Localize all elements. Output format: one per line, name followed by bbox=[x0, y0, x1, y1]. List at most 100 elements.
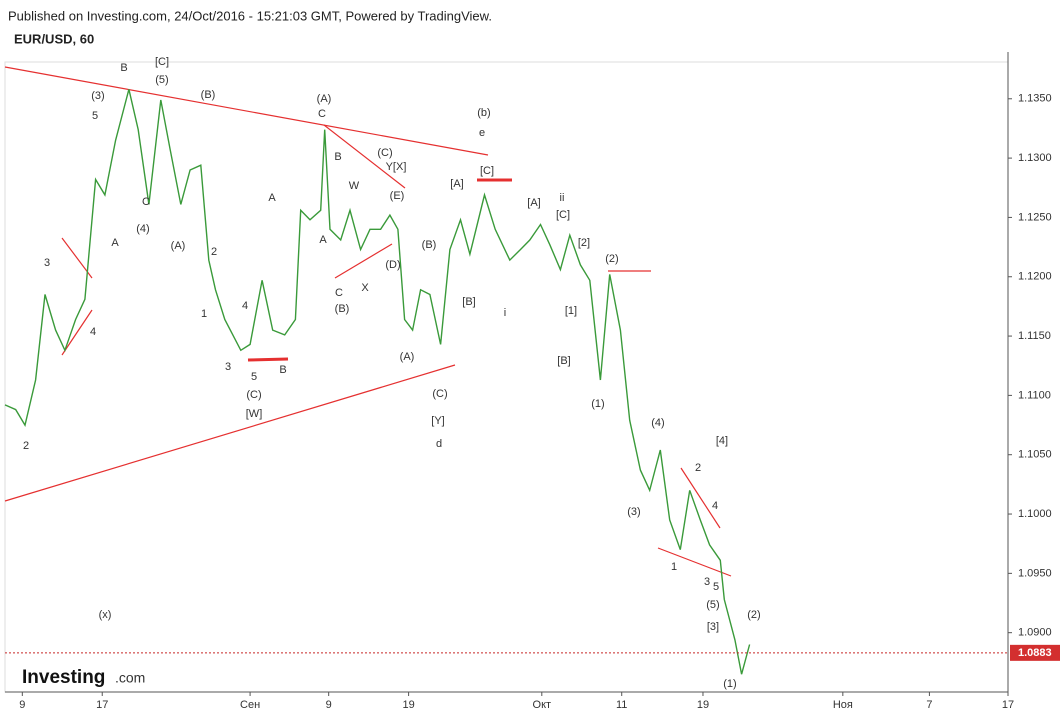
wave-label: [B] bbox=[557, 355, 570, 367]
wave-label: [4] bbox=[716, 435, 728, 447]
x-tick-label: 17 bbox=[1002, 699, 1014, 711]
wave-label: 5 bbox=[713, 581, 719, 593]
wave-label: Y[X] bbox=[386, 161, 407, 173]
trend-line bbox=[334, 243, 393, 279]
wave-label: 1 bbox=[671, 561, 677, 573]
wave-label: (C) bbox=[432, 388, 447, 400]
wave-label: 1 bbox=[201, 308, 207, 320]
wave-label: [1] bbox=[565, 305, 577, 317]
wave-label: (E) bbox=[390, 190, 405, 202]
wave-label: 3 bbox=[44, 257, 50, 269]
x-tick-label: 9 bbox=[19, 699, 25, 711]
wave-label: (C) bbox=[377, 147, 392, 159]
x-tick-label: 19 bbox=[697, 699, 709, 711]
wave-label: 2 bbox=[695, 462, 701, 474]
wave-label: B bbox=[120, 62, 127, 74]
wave-label: (B) bbox=[335, 303, 350, 315]
y-tick-label: 1.0900 bbox=[1018, 627, 1052, 639]
x-tick-label: 17 bbox=[96, 699, 108, 711]
x-tick-label: 7 bbox=[926, 699, 932, 711]
wave-label: X bbox=[361, 282, 369, 294]
wave-label: [2] bbox=[578, 237, 590, 249]
wave-label: (4) bbox=[136, 223, 149, 235]
wave-label: (3) bbox=[627, 506, 640, 518]
wave-label: (4) bbox=[651, 417, 664, 429]
brand: Investing bbox=[22, 667, 105, 688]
y-tick-label: 1.1150 bbox=[1018, 330, 1051, 342]
wave-label: B bbox=[279, 364, 286, 376]
wave-label: 3 bbox=[225, 361, 231, 373]
wave-label: 2 bbox=[23, 440, 29, 452]
wave-label: W bbox=[349, 180, 360, 192]
wave-label: [B] bbox=[462, 296, 475, 308]
wave-label: [C] bbox=[556, 209, 570, 221]
wave-label: d bbox=[436, 438, 442, 450]
wave-label: C bbox=[142, 196, 150, 208]
x-tick-label: Сен bbox=[240, 699, 260, 711]
wave-label: (B) bbox=[201, 89, 216, 101]
y-tick-label: 1.1300 bbox=[1018, 152, 1052, 164]
trend-line bbox=[247, 357, 289, 362]
x-tick-label: 11 bbox=[616, 699, 627, 711]
x-tick-label: 9 bbox=[326, 699, 332, 711]
trend-line bbox=[680, 467, 721, 529]
last-price-label: 1.0883 bbox=[1018, 647, 1052, 659]
wave-label: A bbox=[319, 234, 327, 246]
trend-line bbox=[323, 124, 406, 189]
y-tick-label: 1.1000 bbox=[1018, 508, 1052, 520]
wave-label: (A) bbox=[400, 351, 415, 363]
wave-label: e bbox=[479, 127, 485, 139]
chart-title: EUR/USD, 60 bbox=[14, 31, 94, 46]
wave-label: (1) bbox=[723, 678, 736, 690]
wave-label: (A) bbox=[317, 93, 332, 105]
brand-logo: Investing .com bbox=[22, 667, 145, 688]
wave-label: (B) bbox=[422, 239, 437, 251]
wave-label: (b) bbox=[477, 107, 490, 119]
y-tick-label: 1.1200 bbox=[1018, 271, 1052, 283]
wave-label: 4 bbox=[90, 326, 96, 338]
brand-suffix: .com bbox=[115, 670, 145, 686]
published-note: Published on Investing.com, 24/Oct/2016 … bbox=[8, 8, 492, 23]
trend-line bbox=[4, 364, 456, 502]
wave-label: [C] bbox=[480, 165, 494, 177]
wave-label: [C] bbox=[155, 56, 169, 68]
wave-label: (2) bbox=[605, 253, 618, 265]
wave-label: [Y] bbox=[431, 415, 444, 427]
wave-label: 2 bbox=[211, 246, 217, 258]
wave-label: 5 bbox=[92, 110, 98, 122]
wave-label: (A) bbox=[171, 240, 186, 252]
wave-label: B bbox=[334, 151, 341, 163]
wave-label: A bbox=[268, 192, 276, 204]
wave-label: (D) bbox=[385, 259, 400, 271]
wave-label: [A] bbox=[450, 178, 463, 190]
wave-label: [A] bbox=[527, 197, 540, 209]
wave-label: (2) bbox=[747, 609, 760, 621]
y-tick-label: 1.1050 bbox=[1018, 449, 1052, 461]
wave-label: C bbox=[335, 287, 343, 299]
wave-label: C bbox=[318, 108, 326, 120]
trend-lines bbox=[4, 66, 732, 577]
trend-line bbox=[657, 547, 732, 577]
x-tick-label: 19 bbox=[402, 699, 414, 711]
last-price-box bbox=[1010, 644, 1060, 661]
wave-label: (1) bbox=[591, 398, 604, 410]
wave-label: (x) bbox=[99, 609, 112, 621]
wave-label: [W] bbox=[246, 408, 263, 420]
trend-line bbox=[4, 66, 489, 156]
wave-label: 4 bbox=[712, 500, 718, 512]
y-tick-label: 1.1350 bbox=[1018, 93, 1052, 105]
wave-label: (3) bbox=[91, 90, 104, 102]
wave-label: i bbox=[504, 307, 506, 319]
y-tick-label: 1.1100 bbox=[1018, 389, 1051, 401]
wave-label: [3] bbox=[707, 621, 719, 633]
wave-label: 5 bbox=[251, 371, 257, 383]
y-tick-label: 1.1250 bbox=[1018, 211, 1052, 223]
plot-frame bbox=[4, 61, 1009, 693]
wave-label: A bbox=[111, 237, 119, 249]
x-tick-label: Ноя bbox=[833, 699, 853, 711]
wave-label: 4 bbox=[242, 300, 248, 312]
wave-label: 3 bbox=[704, 576, 710, 588]
wave-label: (5) bbox=[706, 599, 719, 611]
